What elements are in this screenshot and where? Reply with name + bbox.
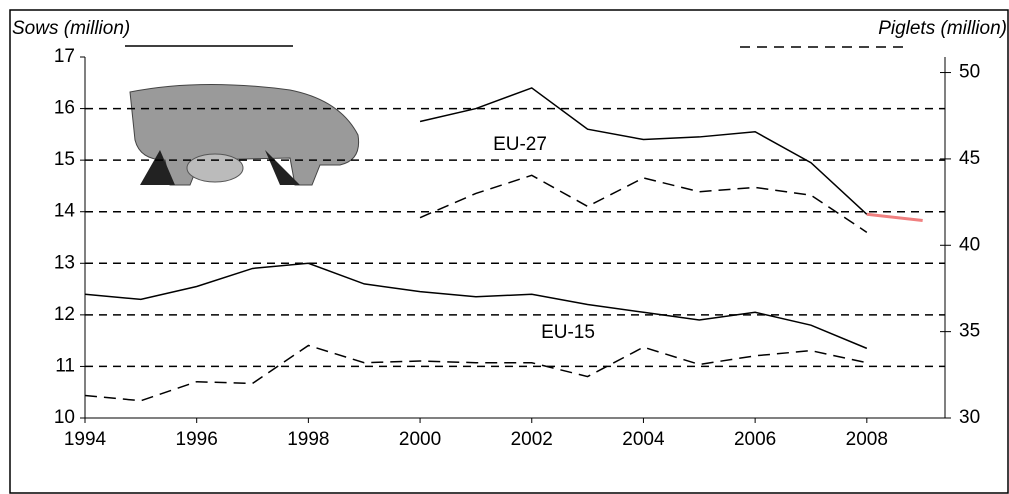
x-tick-label: 1996 (176, 429, 218, 450)
y2-tick-label: 40 (959, 234, 980, 255)
x-tick-label: 2002 (511, 429, 553, 450)
y-tick-label: 15 (54, 149, 75, 170)
y2-tick-label: 35 (959, 321, 980, 342)
x-tick-label: 1994 (64, 429, 107, 450)
y-axis-label: Sows (million) (12, 18, 130, 39)
y-tick-label: 12 (54, 304, 75, 325)
annotation: EU-27 (493, 134, 547, 155)
x-tick-label: 2000 (399, 429, 441, 450)
series-line (85, 263, 867, 348)
series-line (867, 214, 923, 220)
chart: Sows (million) Piglets (million) 10 11 12 1… (0, 0, 1009, 494)
annotation: EU-15 (541, 322, 595, 343)
y-tick-label: 14 (54, 201, 76, 222)
y-tick-label: 16 (54, 98, 75, 119)
y2-tick-label: 45 (959, 148, 980, 169)
y2-tick-label: 50 (959, 62, 980, 83)
y-tick-label: 13 (54, 252, 75, 273)
y2-tick-label: 30 (959, 407, 980, 428)
x-tick-label: 2006 (734, 429, 776, 450)
x-tick-label: 1998 (287, 429, 329, 450)
y2-axis-label: Piglets (million) (878, 18, 1007, 39)
y-tick-label: 10 (54, 407, 75, 428)
frame (10, 10, 1008, 493)
series-line (85, 345, 867, 400)
y-tick-label: 11 (55, 355, 75, 376)
x-tick-label: 2004 (622, 429, 665, 450)
y-tick-label: 17 (54, 46, 75, 67)
pig-illustration (130, 84, 359, 185)
series-line (420, 88, 867, 214)
series-line (420, 175, 867, 232)
x-tick-label: 2008 (846, 429, 888, 450)
